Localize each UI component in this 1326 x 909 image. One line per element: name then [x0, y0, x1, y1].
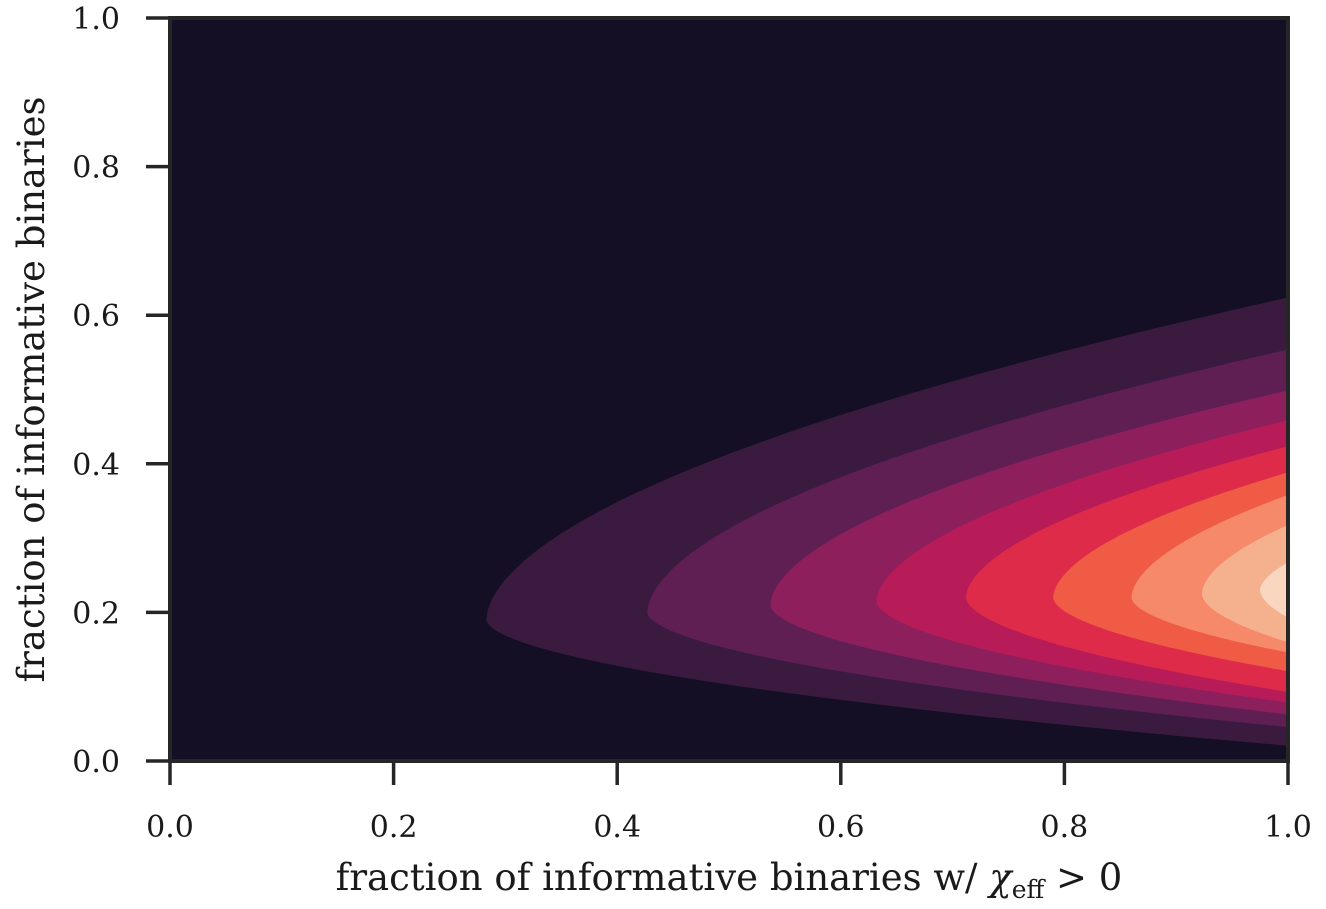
- x-axis-ticks: 0.0 0.2 0.4 0.6 0.8 1.0: [146, 761, 1312, 845]
- y-tick-label: 0.2: [72, 596, 120, 631]
- y-axis-ticks: 0.0 0.2 0.4 0.6 0.8 1.0: [72, 2, 170, 780]
- x-tick-label: 0.4: [593, 810, 641, 845]
- x-tick-label: 0.0: [146, 810, 194, 845]
- x-axis-label: fraction of informative binaries w/ χeff…: [336, 856, 1123, 904]
- y-tick-label: 0.4: [72, 448, 120, 483]
- contour-level-9: [1260, 562, 1288, 618]
- y-tick-label: 0.8: [72, 151, 120, 186]
- contour-level-8: [1201, 525, 1288, 643]
- x-tick-label: 0.2: [370, 810, 418, 845]
- x-tick-label: 1.0: [1264, 810, 1312, 845]
- y-tick-label: 0.6: [72, 299, 120, 334]
- x-tick-label: 0.8: [1041, 810, 1089, 845]
- x-axis-label-symbol: χ: [986, 856, 1014, 899]
- plot-frame: [168, 16, 1290, 763]
- x-axis-label-main: fraction of informative binaries w/: [336, 856, 990, 899]
- x-axis-label-relation: > 0: [1044, 856, 1122, 899]
- y-axis-label: fraction of informative binaries: [10, 96, 53, 682]
- x-tick-label: 0.6: [817, 810, 865, 845]
- y-tick-label: 1.0: [72, 2, 120, 37]
- y-tick-label: 0.0: [72, 745, 120, 780]
- x-axis-label-subscript: eff: [1012, 875, 1047, 904]
- contour-levels: [486, 297, 1288, 746]
